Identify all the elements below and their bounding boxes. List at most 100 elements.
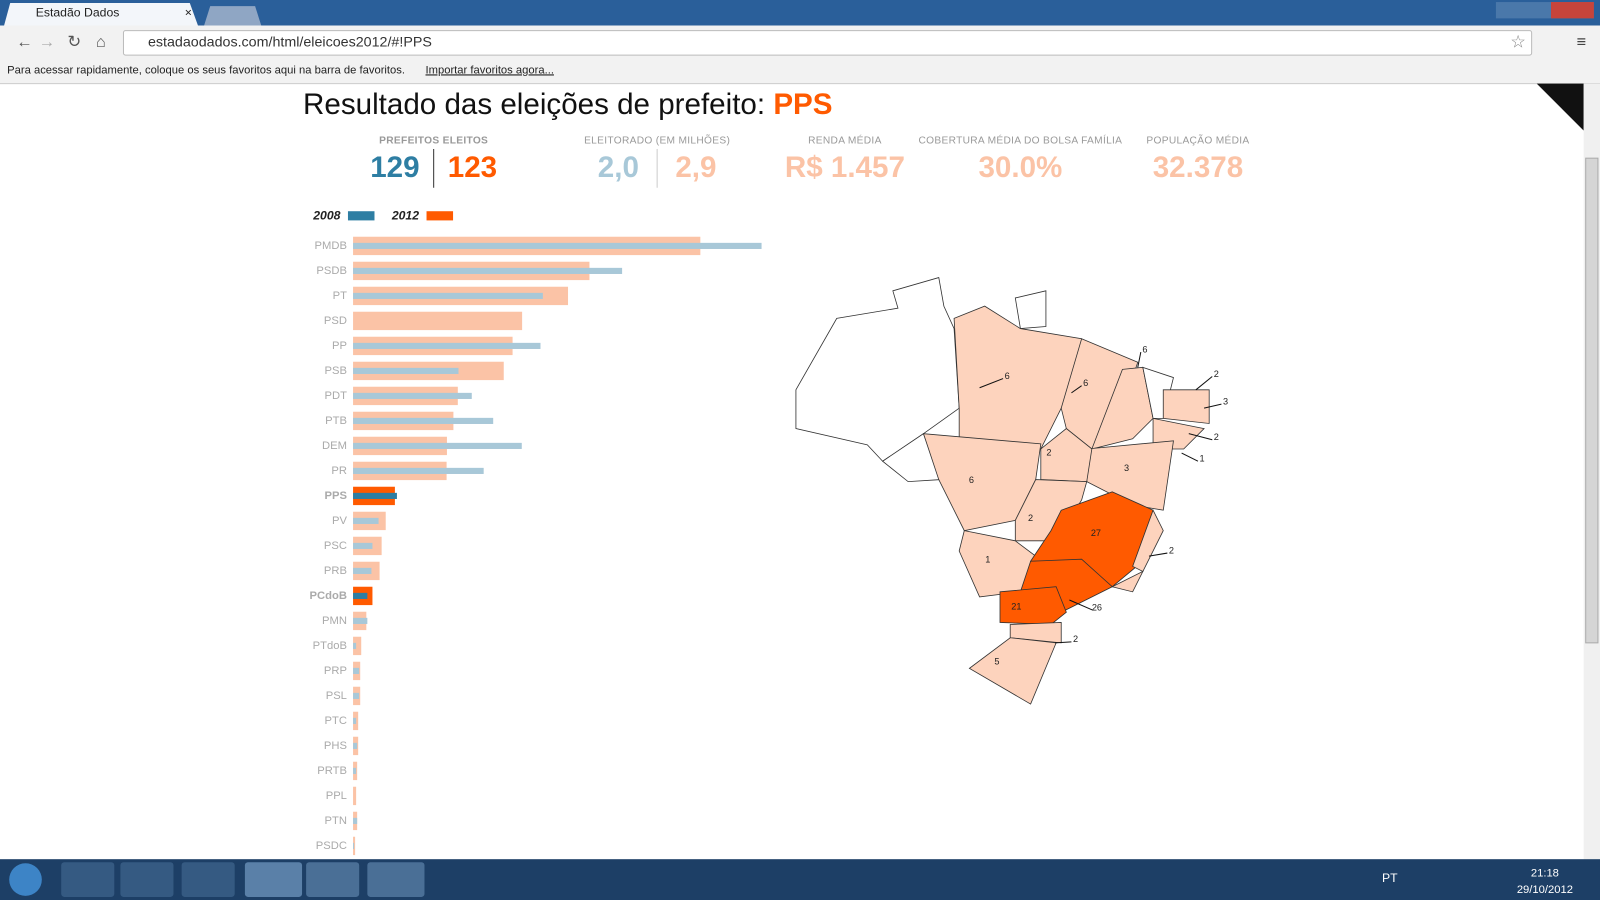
bar-2008 — [353, 742, 358, 749]
stat-label: COBERTURA MÉDIA DO BOLSA FAMÍLIA — [919, 134, 1123, 147]
bar-2008 — [353, 292, 543, 299]
url: estadaodados.com/html/eleicoes2012/#!PPS — [148, 35, 432, 51]
stat-value: 123 — [448, 151, 497, 184]
title-party: PPS — [773, 88, 832, 121]
category-label: PSC — [324, 540, 347, 552]
category-label: DEM — [322, 440, 347, 452]
taskbar — [0, 859, 1600, 900]
state-count: 5 — [994, 657, 999, 667]
bar-2008 — [353, 242, 762, 249]
state-count: 26 — [1092, 603, 1102, 613]
reload-button[interactable]: ↻ — [67, 33, 81, 51]
category-label: PP — [332, 340, 347, 352]
category-label: PMDB — [315, 240, 347, 252]
state-count: 21 — [1011, 602, 1021, 612]
bar-2008 — [353, 392, 472, 399]
legend-label: 2012 — [391, 209, 419, 223]
close-button[interactable] — [1551, 2, 1594, 19]
bar-2012 — [353, 311, 523, 331]
bar-2008 — [353, 817, 358, 824]
taskbar-app[interactable] — [306, 862, 360, 897]
stat-value: 129 — [370, 151, 419, 184]
category-label: PDT — [325, 390, 348, 402]
category-label: PSB — [324, 365, 346, 377]
leader-line — [1137, 351, 1142, 368]
bar-2008 — [353, 542, 373, 549]
category-label: PRP — [324, 665, 347, 677]
clock-date[interactable]: 29/10/2012 — [1517, 884, 1573, 896]
state-count: 6 — [969, 475, 974, 485]
state-count: 6 — [1083, 378, 1088, 388]
bookmark-star[interactable]: ☆ — [1510, 31, 1526, 51]
bookmarks-link[interactable]: Importar favoritos agora... — [426, 64, 554, 76]
bar-2008 — [353, 442, 522, 449]
new-tab[interactable] — [204, 6, 262, 26]
bar-2008 — [353, 517, 379, 524]
category-label: PSL — [326, 690, 347, 702]
state-count: 2 — [1028, 513, 1033, 523]
legend-swatch — [347, 211, 375, 221]
stat-label: POPULAÇÃO MÉDIA — [1146, 134, 1249, 147]
bar-2008 — [353, 692, 360, 699]
stat-label: RENDA MÉDIA — [808, 134, 882, 147]
bar-2008 — [353, 767, 357, 774]
forward-button[interactable]: → — [39, 33, 55, 51]
taskbar-app[interactable] — [61, 862, 115, 897]
stat-label: ELEITORADO (EM MILHÕES) — [584, 134, 730, 147]
taskbar-app[interactable] — [367, 862, 425, 897]
state-count: 2 — [1046, 447, 1051, 457]
state-count: 2 — [1214, 369, 1219, 379]
state-count: 6 — [1142, 344, 1147, 354]
state — [1111, 570, 1144, 593]
start-button[interactable] — [9, 863, 42, 896]
stat-value: R$ 1.457 — [785, 151, 905, 184]
bar-2008 — [353, 592, 368, 599]
category-label: PTdoB — [313, 640, 347, 652]
category-label: PV — [332, 515, 347, 527]
state — [953, 305, 1083, 450]
state-count: 1 — [985, 555, 990, 565]
category-label: PTC — [325, 715, 347, 727]
category-label: PSDC — [316, 840, 347, 852]
back-button[interactable]: ← — [16, 33, 32, 51]
state-count: 6 — [1005, 371, 1010, 381]
page-title: Resultado das eleições de prefeito: PPS — [303, 88, 832, 121]
category-label: PRB — [324, 565, 347, 577]
bar-2008 — [353, 492, 397, 499]
menu-button[interactable]: ≡ — [1577, 33, 1587, 51]
category-label: PSDB — [316, 265, 347, 277]
scroll-thumb[interactable] — [1585, 157, 1599, 644]
taskbar-app[interactable] — [244, 862, 303, 897]
state-count: 2 — [1169, 545, 1174, 555]
state-count: 27 — [1091, 528, 1101, 538]
state — [999, 586, 1067, 625]
bar-chart: 2008 2012PMDBPSDBPTPSDPPPSBPDTPTBDEMPRPPS… — [310, 209, 762, 856]
bar-2012 — [353, 786, 357, 806]
clock-time[interactable]: 21:18 — [1531, 867, 1559, 879]
taskbar-app[interactable] — [120, 862, 174, 897]
leader-line — [1055, 641, 1072, 644]
category-label: PMN — [322, 615, 347, 627]
stat-value: 2,0 — [598, 151, 639, 184]
state — [1091, 366, 1154, 450]
category-label: PCdoB — [310, 590, 347, 602]
category-label: PHS — [324, 740, 347, 752]
stat-label: PREFEITOS ELEITOS — [379, 136, 488, 147]
tab-close[interactable]: × — [185, 5, 192, 19]
leader-line — [1195, 376, 1213, 391]
home-button[interactable]: ⌂ — [96, 33, 106, 51]
leader-line — [1203, 403, 1222, 409]
category-label: PPS — [324, 490, 347, 502]
taskbar-app[interactable] — [181, 862, 235, 897]
tab[interactable] — [4, 3, 198, 26]
category-label: PR — [331, 465, 347, 477]
category-label: PTB — [325, 415, 347, 427]
state-count: 1 — [1199, 454, 1204, 464]
language[interactable]: PT — [1382, 871, 1398, 885]
address-bar[interactable] — [122, 30, 1533, 56]
leader-line — [1071, 385, 1082, 394]
state — [1040, 428, 1093, 483]
bar-2008 — [353, 267, 623, 274]
